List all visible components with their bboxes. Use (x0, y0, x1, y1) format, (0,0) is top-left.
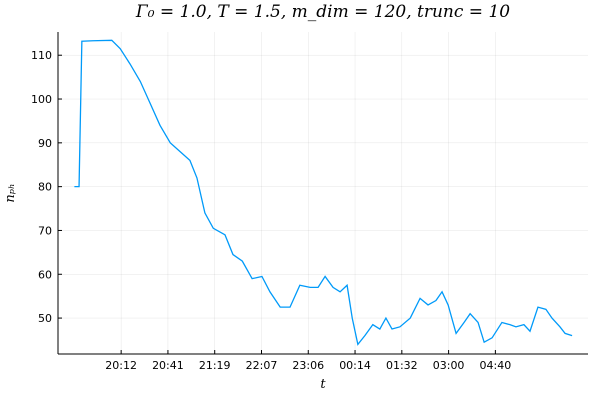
chart-title: Γ₀ = 1.0, T = 1.5, m_dim = 120, trunc = … (135, 2, 510, 22)
y-tick-label: 50 (38, 312, 52, 325)
y-tick-label: 70 (38, 224, 52, 237)
x-tick-label: 01:32 (386, 359, 418, 372)
data-line (74, 39, 573, 346)
x-tick-label: 04:40 (480, 359, 512, 372)
y-axis-label: nₚₕ (3, 183, 18, 202)
x-tick-label: 00:14 (339, 359, 371, 372)
x-tick-label: 23:06 (292, 359, 324, 372)
y-tick-label: 90 (38, 137, 52, 150)
x-tick-label: 20:41 (152, 359, 184, 372)
y-tick-label: 100 (31, 93, 52, 106)
x-tick-label: 03:00 (433, 359, 465, 372)
x-tick-label: 20:12 (105, 359, 137, 372)
y-tick-label: 110 (31, 49, 52, 62)
x-axis-label: t (320, 377, 326, 392)
x-tick-label: 21:19 (199, 359, 231, 372)
x-tick-label: 22:07 (246, 359, 278, 372)
y-tick-label: 80 (38, 181, 52, 194)
y-tick-label: 60 (38, 268, 52, 281)
